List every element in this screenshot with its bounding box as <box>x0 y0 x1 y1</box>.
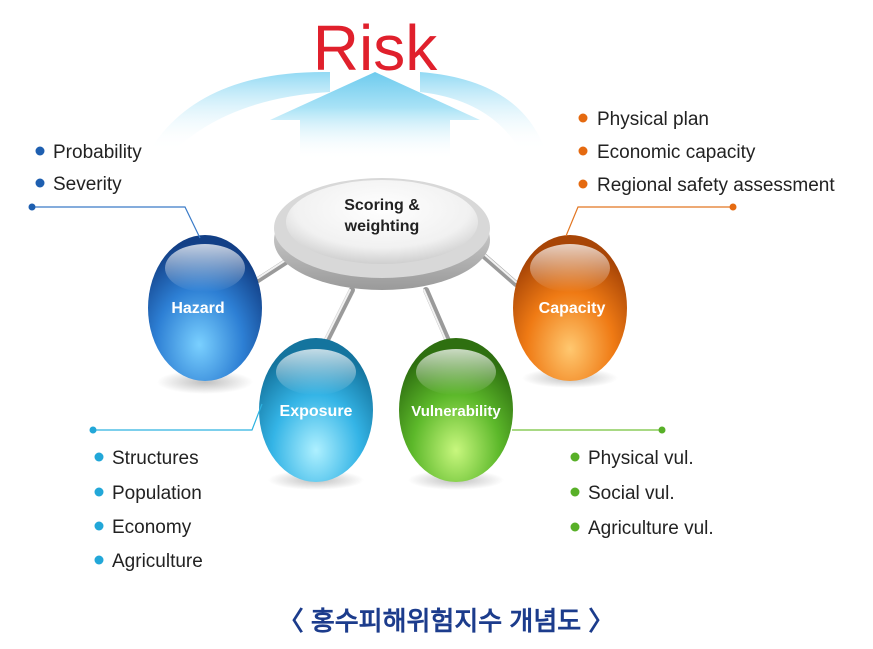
exposure-item-structures: Structures <box>112 448 199 469</box>
exposure-item-population: Population <box>112 483 202 504</box>
capacity-item-physical-plan: Physical plan <box>597 109 709 130</box>
center-line-2: weighting <box>344 218 420 235</box>
capacity-node: Capacity <box>513 235 627 388</box>
capacity-item-regional-safety: Regional safety assessment <box>597 175 835 196</box>
vulnerability-label: Vulnerability <box>411 403 501 420</box>
hazard-label: Hazard <box>171 300 224 317</box>
leader-lines <box>32 206 733 431</box>
hazard-items: Probability Severity <box>35 142 142 195</box>
scoring-weighting-disc: Scoring & weighting <box>274 178 490 290</box>
capacity-items: Physical plan Economic capacity Regional… <box>578 109 835 196</box>
center-line-1: Scoring & <box>344 197 420 214</box>
diagram-caption: 〈 홍수피해위험지수 개념도 〉 <box>278 606 615 636</box>
exposure-node: Exposure <box>259 338 373 490</box>
vulnerability-node: Vulnerability <box>399 338 513 490</box>
exposure-item-agriculture: Agriculture <box>112 551 203 572</box>
upward-arrow-icon <box>150 71 545 160</box>
vulnerability-item-agriculture: Agriculture vul. <box>588 518 714 539</box>
exposure-item-economy: Economy <box>112 517 192 538</box>
vulnerability-items: Physical vul. Social vul. Agriculture vu… <box>570 448 714 539</box>
hazard-node: Hazard <box>148 235 262 394</box>
capacity-label: Capacity <box>539 300 606 317</box>
exposure-items: Structures Population Economy Agricultur… <box>94 448 203 572</box>
risk-title: Risk <box>313 12 438 84</box>
hazard-item-severity: Severity <box>53 174 122 195</box>
vulnerability-item-physical: Physical vul. <box>588 448 694 469</box>
hazard-item-probability: Probability <box>53 142 142 163</box>
vulnerability-item-social: Social vul. <box>588 483 675 504</box>
exposure-label: Exposure <box>280 403 353 420</box>
capacity-item-economic: Economic capacity <box>597 142 756 163</box>
